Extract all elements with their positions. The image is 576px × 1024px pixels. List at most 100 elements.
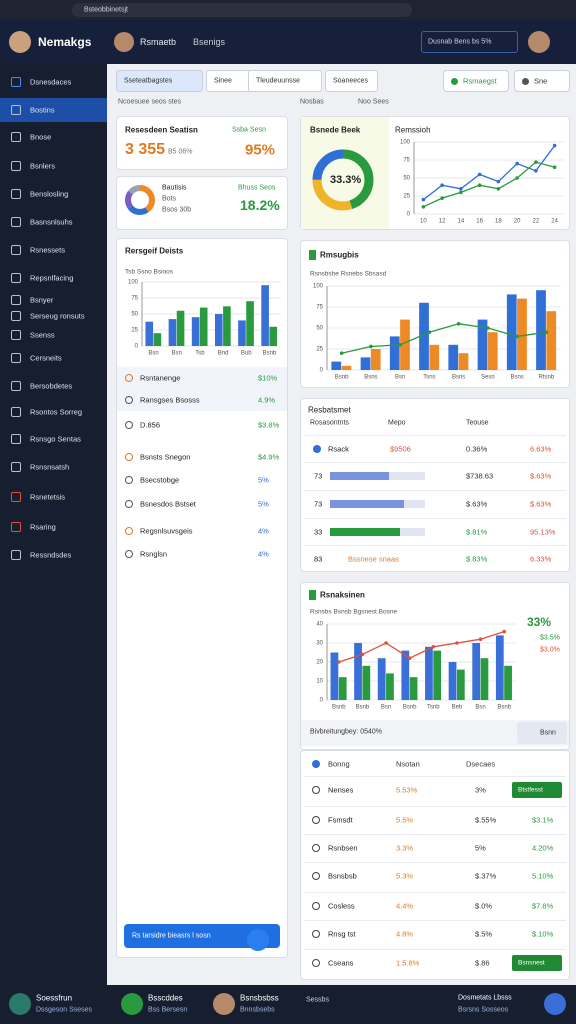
sidebar-item[interactable]: Dsnesdaces [30, 77, 72, 87]
row-divider [304, 462, 566, 463]
search[interactable] [421, 31, 518, 53]
sidebar-item[interactable]: Rsnessets [30, 245, 66, 255]
point [515, 161, 519, 166]
row-label: Fsmsdt [328, 815, 353, 825]
row-divider [304, 776, 566, 777]
sidebar-item[interactable]: Repsnlfacing [30, 273, 74, 283]
x-tick-label: Bsns [452, 375, 465, 381]
list-label[interactable]: Bsnsts Snegon [140, 452, 191, 462]
card-title: Rmsugbis [320, 250, 359, 260]
button[interactable] [517, 722, 567, 744]
bar [536, 290, 546, 370]
sidebar-item[interactable]: Bsnlers [30, 161, 56, 171]
sidebar-item[interactable]: Rsnsgo Sentas [30, 434, 81, 444]
chart [312, 149, 374, 211]
bar [261, 285, 269, 346]
sidebar-item[interactable]: Benslosling [30, 189, 69, 199]
badge[interactable] [512, 955, 562, 971]
bar [153, 333, 162, 346]
list-value: $3.8% [258, 420, 280, 430]
user-name[interactable]: Rsmaetb [140, 37, 177, 47]
sidebar-item[interactable]: Bsnyer [30, 295, 54, 305]
sidebar-item[interactable]: Cersneits [30, 353, 62, 363]
line [341, 323, 547, 354]
row-id: 73 [314, 471, 323, 481]
bar [330, 652, 339, 700]
cell: 5.53% [396, 785, 418, 795]
cell: 5% [475, 843, 486, 853]
section-label: Ncoesuee seos stes [118, 98, 182, 106]
sidebar-item[interactable]: Ssenss [30, 330, 55, 340]
point [552, 143, 557, 148]
sidebar-item[interactable]: Bersobdetes [30, 381, 73, 391]
list-label[interactable]: Bsecstobge [140, 475, 180, 485]
tab-label: Tleudeuunsse [256, 77, 300, 85]
sidebar-icon [11, 462, 21, 472]
list-label[interactable]: D.856 [140, 420, 161, 430]
point [398, 343, 402, 347]
sidebar-item[interactable]: Bnose [30, 132, 52, 142]
sidebar-icon [11, 105, 21, 115]
avatar [9, 993, 31, 1015]
list-label[interactable]: Rsnglsn [140, 549, 168, 559]
row-icon [312, 816, 320, 824]
button[interactable] [443, 70, 509, 92]
cell: $.81% [466, 527, 488, 537]
sidebar-item[interactable]: Bostins [30, 105, 55, 115]
sidebar-item[interactable]: Rsontos Sorreg [30, 407, 83, 417]
point [456, 322, 461, 326]
sidebar-icon [11, 77, 21, 87]
progress-bar [330, 528, 401, 536]
brand: Nemakgs [38, 35, 92, 49]
sidebar-item[interactable]: Rsnetetsis [30, 492, 66, 502]
y-tick-label: 0 [320, 368, 324, 374]
tab[interactable] [248, 70, 322, 92]
badge[interactable] [512, 782, 562, 798]
y-tick-label: 75 [403, 158, 410, 164]
button[interactable] [514, 70, 570, 92]
sidebar-icon [11, 132, 21, 142]
kpi-value: 3 355 [125, 141, 166, 158]
list-label[interactable]: Rsntanenge [140, 373, 181, 383]
tab[interactable] [116, 70, 203, 92]
cell: 4.20% [532, 843, 554, 853]
point [552, 165, 557, 169]
sidebar-item[interactable]: Basnsnlsuhs [30, 217, 73, 227]
card [116, 238, 288, 958]
sidebar-item[interactable]: Ressndsdes [30, 550, 72, 560]
sidebar-item[interactable]: Rsnsnsatsh [30, 462, 70, 472]
row-divider [304, 545, 566, 546]
card-title: Rsnaksinen [320, 590, 365, 600]
row-icon [312, 959, 320, 967]
cell: 1.5.8% [396, 958, 420, 968]
donut-label: 33.3% [330, 174, 362, 186]
list-value: 4% [258, 549, 269, 559]
point [478, 637, 483, 641]
list-label[interactable]: Ransgses Bsosss [140, 395, 200, 405]
footer-title: Bsnsbsbss [240, 993, 279, 1003]
y-tick-label: 20 [316, 660, 323, 666]
point [421, 197, 426, 202]
button-label: Rsmaegst [463, 76, 497, 86]
x-tick-label: 12 [439, 219, 446, 225]
sidebar-item[interactable]: Serseug ronsuts [30, 311, 85, 321]
y-tick-label: 10 [316, 679, 323, 685]
tab[interactable] [325, 70, 378, 92]
sidebar-item[interactable]: Rsaring [30, 522, 56, 532]
y-tick-label: 25 [403, 194, 410, 200]
list-value: $10% [258, 373, 278, 383]
cell: $738.63 [466, 471, 494, 481]
list-label[interactable]: Bsnesdos Bstset [140, 499, 196, 509]
list-label[interactable]: Regsnlsuvsgeis [140, 526, 193, 536]
nav-link[interactable]: Bsenigs [193, 37, 226, 47]
row-icon [312, 760, 320, 768]
x-tick-label: Bsnb [403, 705, 417, 711]
bar [338, 677, 347, 700]
tag: Bhuss Seos [238, 184, 276, 192]
cell: $.63% [530, 471, 552, 481]
column-header: Teouse [466, 419, 489, 427]
row-label: Cseans [328, 958, 354, 968]
badge-label: Bsnsnest [518, 959, 545, 967]
card-title: Resesdeen Seatisn [125, 125, 198, 135]
point [534, 160, 538, 164]
